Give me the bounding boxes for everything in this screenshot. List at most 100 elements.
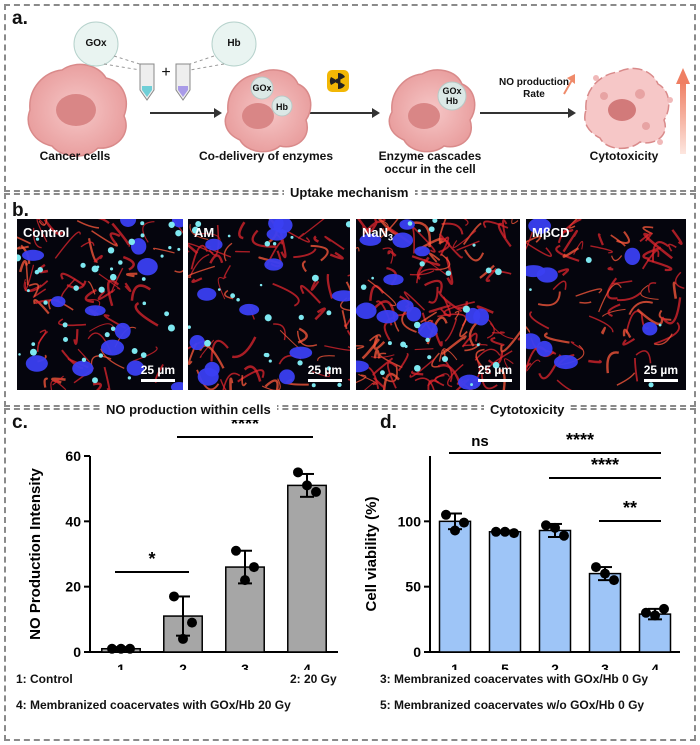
data-point — [650, 610, 660, 621]
legend-item-4: 4: Membranized coacervates with GOx/Hb 2… — [16, 698, 291, 712]
data-point — [600, 568, 610, 579]
data-point — [441, 509, 451, 520]
caption-cascade-line2: occur in the cell — [384, 162, 476, 176]
data-point — [116, 643, 126, 654]
micrograph-label-sub: 3 — [388, 232, 394, 243]
data-point — [591, 562, 601, 573]
scale-bar: 25 µm — [644, 363, 678, 382]
data-point — [240, 575, 250, 586]
y-axis-label: NO Production Intensity — [27, 468, 44, 640]
x-tick-label: 5 — [501, 661, 509, 670]
panel-c-label: c. — [12, 412, 28, 433]
caption-cascade-line1: Enzyme cascades — [378, 149, 482, 163]
cell3-hb-label: Hb — [446, 96, 458, 106]
cell2-hb-label: Hb — [276, 102, 288, 112]
significance-label: ** — [623, 498, 637, 518]
bar — [488, 531, 522, 653]
x-tick-label: 3 — [601, 661, 609, 670]
panel-a-label: a. — [12, 8, 28, 29]
y-tick-label: 40 — [65, 513, 81, 529]
data-point — [311, 486, 321, 497]
cytotoxicity-up-arrow-icon — [676, 68, 690, 154]
scale-bar-label: 25 µm — [643, 363, 678, 377]
caption-codelivery: Co-delivery of enzymes — [198, 149, 334, 163]
micrograph-control: Control 25 µm — [17, 219, 183, 390]
significance-label: ns — [471, 433, 489, 450]
bar — [638, 613, 672, 653]
caption-cascade: Enzyme cascades occur in the cell — [370, 150, 490, 176]
y-tick-label: 20 — [65, 579, 81, 595]
hb-label: Hb — [227, 38, 241, 49]
section-no-production: NO production within cells — [100, 402, 277, 417]
micrograph-nan3: NaN3 25 µm — [356, 219, 520, 390]
scale-bar-label: 25 µm — [307, 363, 342, 377]
no-rate-line2: Rate — [523, 89, 545, 100]
data-point — [659, 603, 669, 614]
caption-cytotoxicity: Cytotoxicity — [589, 149, 659, 163]
data-point — [107, 643, 117, 654]
no-rate-label: NO production Rate — [494, 77, 574, 101]
micrograph-mbcd: MβCD 25 µm — [526, 219, 686, 390]
significance-label: * — [148, 549, 155, 569]
data-point — [609, 575, 619, 586]
gox-label: GOx — [85, 38, 107, 49]
no-rate-line1: NO production — [499, 77, 569, 88]
arrow-icon — [150, 108, 576, 118]
data-point — [302, 480, 312, 491]
micrograph-image — [188, 219, 350, 390]
panel-cd-frame — [4, 408, 696, 741]
scale-bar: 25 µm — [141, 363, 175, 382]
micrograph-image — [526, 219, 685, 390]
panel-a-illustration — [27, 21, 690, 157]
scale-bar-label: 25 µm — [477, 363, 512, 377]
panel-b-label: b. — [12, 200, 29, 221]
bar — [438, 520, 472, 653]
micrograph-image — [17, 219, 183, 390]
section-uptake: Uptake mechanism — [284, 185, 415, 200]
scale-bar: 25 µm — [478, 363, 512, 382]
x-tick-label: 1 — [117, 661, 125, 670]
gox-bubble-icon — [73, 21, 147, 71]
micrograph-label: NaN3 — [362, 225, 393, 243]
cell-cascade-icon — [388, 69, 476, 153]
data-point — [125, 643, 135, 654]
y-tick-label: 50 — [405, 579, 421, 595]
legend-item-2: 2: 20 Gy — [290, 672, 337, 686]
y-tick-label: 0 — [413, 644, 421, 660]
tube-icon — [139, 63, 191, 101]
rate-up-arrow-icon — [563, 74, 575, 95]
cell2-gox-label: GOx — [252, 83, 272, 93]
y-axis-label: Cell viability (%) — [363, 496, 380, 611]
cancer-cell-icon — [27, 63, 127, 157]
cell-with-enzymes-icon — [224, 69, 312, 153]
micrograph-image — [356, 219, 520, 390]
cell3-gox-label: GOx — [442, 86, 462, 96]
micrograph-label: Control — [23, 225, 70, 240]
data-point — [491, 526, 501, 537]
data-point — [550, 522, 560, 533]
legend-item-3: 3: Membranized coacervates with GOx/Hb 0… — [380, 672, 649, 686]
significance-label: **** — [591, 455, 619, 475]
data-point — [641, 607, 651, 618]
data-point — [450, 525, 460, 536]
x-tick-label: 2 — [179, 661, 187, 670]
bar — [538, 529, 572, 653]
data-point — [459, 517, 469, 528]
micrograph-am: AM 25 µm — [188, 219, 350, 390]
micrograph-label: MβCD — [532, 225, 570, 240]
x-tick-label: 1 — [451, 661, 459, 670]
x-tick-label: 4 — [651, 661, 659, 670]
scale-bar: 25 µm — [308, 363, 342, 382]
scale-bar-label: 25 µm — [140, 363, 175, 377]
legend-item-5: 5: Membranized coacervates w/o GOx/Hb 0 … — [380, 698, 645, 712]
micrograph-label: AM — [194, 225, 215, 240]
x-tick-label: 3 — [241, 661, 249, 670]
legend-item-1: 1: Control — [16, 672, 73, 686]
bar — [588, 572, 622, 653]
data-point — [178, 633, 188, 644]
x-tick-label: 2 — [551, 661, 559, 670]
significance-label: **** — [231, 420, 259, 434]
data-point — [187, 617, 197, 628]
y-tick-label: 60 — [65, 448, 81, 464]
